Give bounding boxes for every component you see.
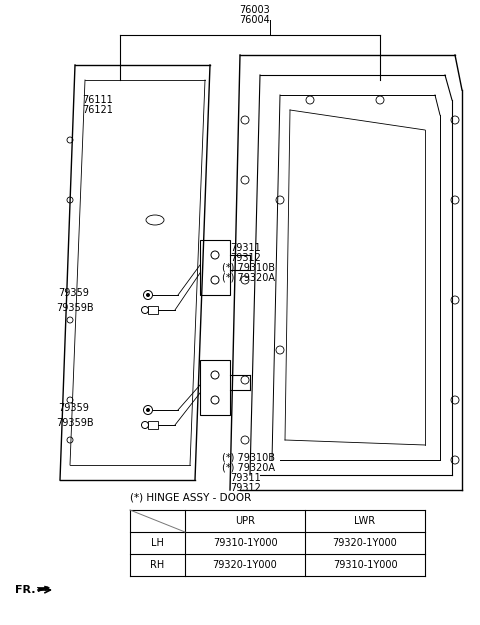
- Text: (*) 79310B: (*) 79310B: [222, 263, 275, 273]
- Text: LWR: LWR: [354, 516, 375, 526]
- Text: (*) HINGE ASSY - DOOR: (*) HINGE ASSY - DOOR: [130, 493, 251, 503]
- Text: 76111: 76111: [82, 95, 113, 105]
- Text: FR.: FR.: [15, 585, 36, 595]
- Text: 79312: 79312: [230, 483, 261, 493]
- Text: 79310-1Y000: 79310-1Y000: [333, 560, 397, 570]
- Text: 79359: 79359: [58, 288, 89, 298]
- Text: 79359: 79359: [58, 403, 89, 413]
- Text: 79311: 79311: [230, 473, 261, 483]
- Text: RH: RH: [150, 560, 165, 570]
- Text: 79320-1Y000: 79320-1Y000: [333, 538, 397, 548]
- Text: LH: LH: [151, 538, 164, 548]
- Text: 79359B: 79359B: [56, 418, 94, 428]
- Text: 79311: 79311: [230, 243, 261, 253]
- Text: 79310-1Y000: 79310-1Y000: [213, 538, 277, 548]
- Text: 76004: 76004: [240, 15, 270, 25]
- Circle shape: [146, 408, 150, 412]
- Text: (*) 79320A: (*) 79320A: [222, 273, 275, 283]
- Text: (*) 79310B: (*) 79310B: [222, 453, 275, 463]
- Text: UPR: UPR: [235, 516, 255, 526]
- Text: (*) 79320A: (*) 79320A: [222, 463, 275, 473]
- Circle shape: [146, 293, 150, 297]
- Text: 79312: 79312: [230, 253, 261, 263]
- Text: 79359B: 79359B: [56, 303, 94, 313]
- Text: 76003: 76003: [240, 5, 270, 15]
- Text: 79320-1Y000: 79320-1Y000: [213, 560, 277, 570]
- Text: 76121: 76121: [82, 105, 113, 115]
